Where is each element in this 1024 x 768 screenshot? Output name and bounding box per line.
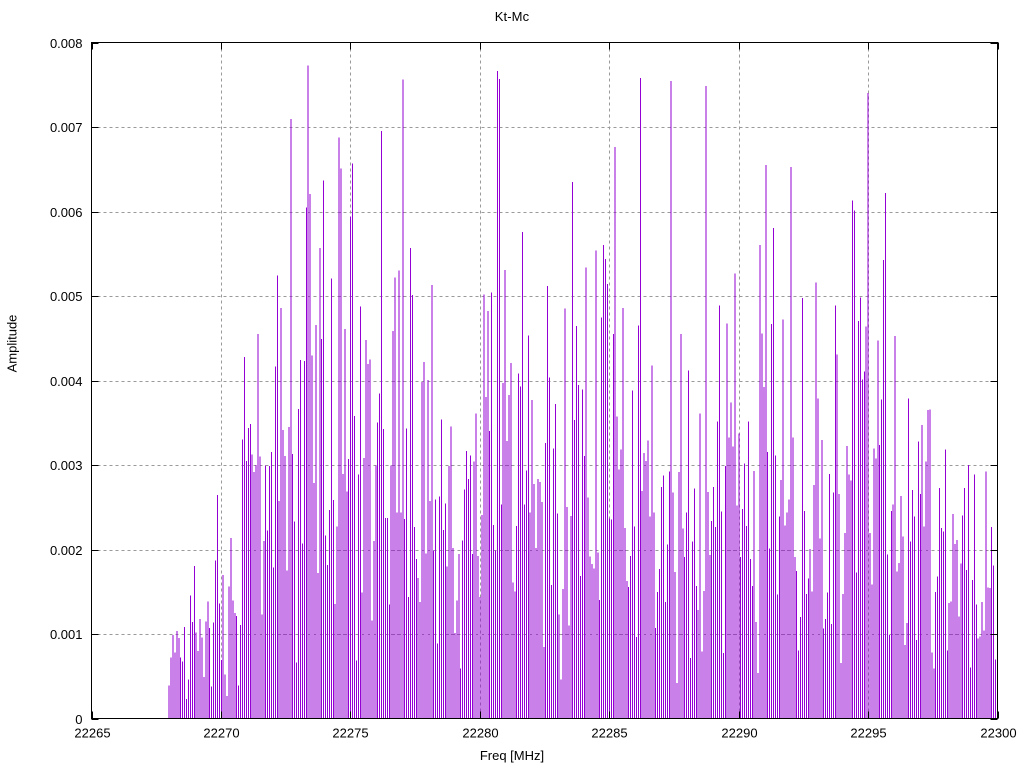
svg-text:22290: 22290 — [721, 726, 757, 741]
svg-text:0.008: 0.008 — [50, 36, 83, 51]
x-axis-label: Freq [MHz] — [479, 748, 545, 763]
svg-text:22285: 22285 — [591, 726, 627, 741]
data-series-impulses — [168, 65, 998, 718]
svg-text:22300: 22300 — [980, 726, 1016, 741]
axis-frame — [90, 41, 999, 720]
gridlines — [91, 42, 998, 719]
svg-text:0.007: 0.007 — [50, 120, 83, 135]
svg-text:0.004: 0.004 — [50, 374, 83, 389]
svg-text:0: 0 — [75, 712, 82, 727]
svg-text:0.001: 0.001 — [50, 627, 83, 642]
x-tick-labels: 22265 22270 22275 22280 22285 22290 22295 22300 — [74, 726, 1016, 741]
svg-text:0.006: 0.006 — [50, 205, 83, 220]
tick-marks — [91, 42, 1000, 721]
chart-title: Kt-Mc — [494, 9, 530, 24]
svg-text:22275: 22275 — [332, 726, 368, 741]
svg-text:0.002: 0.002 — [50, 543, 83, 558]
svg-text:22280: 22280 — [462, 726, 498, 741]
svg-text:22270: 22270 — [203, 726, 239, 741]
y-tick-labels: 0 0.001 0.002 0.003 0.004 0.005 0.006 0.007 0.00… — [50, 36, 83, 727]
svg-text:22265: 22265 — [74, 726, 110, 741]
svg-text:0.003: 0.003 — [50, 458, 83, 473]
svg-text:0.005: 0.005 — [50, 289, 83, 304]
svg-text:22295: 22295 — [850, 726, 886, 741]
